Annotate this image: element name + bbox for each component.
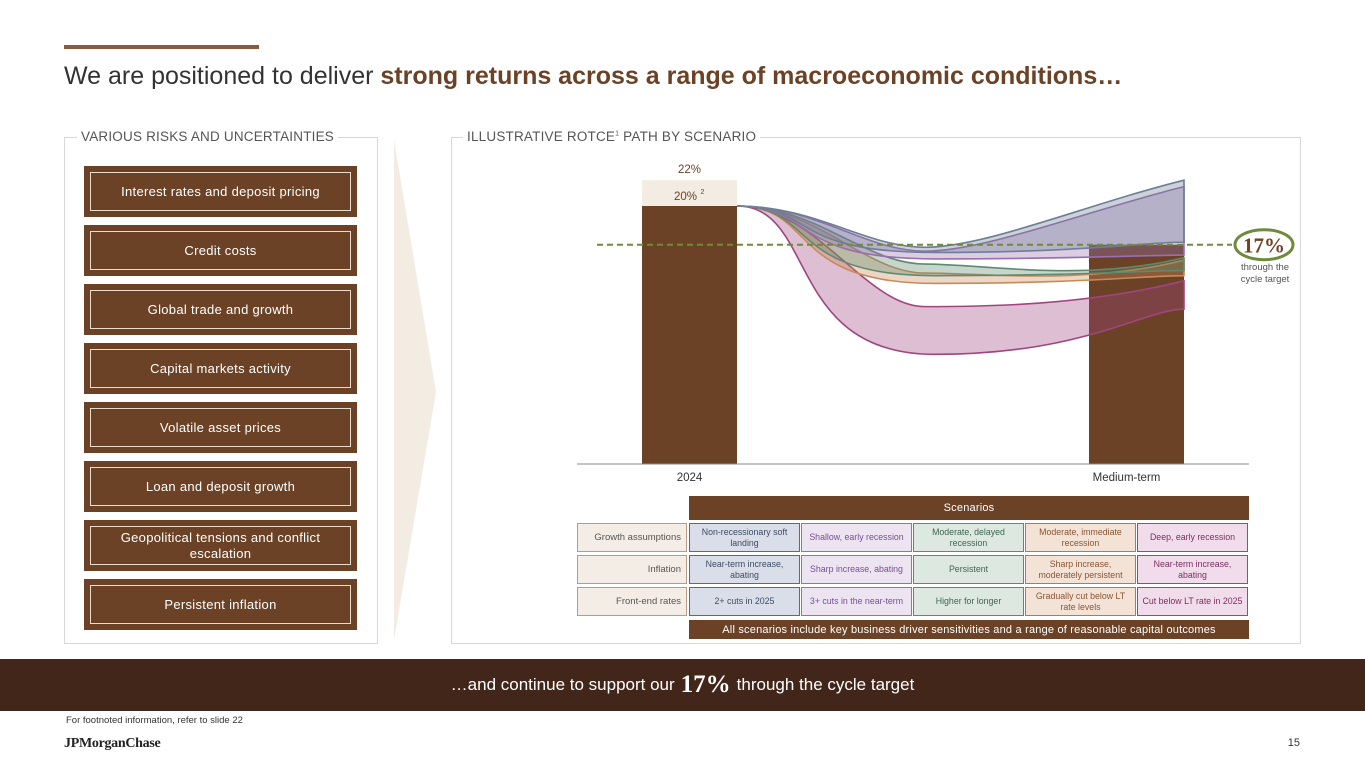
risk-item-label: Geopolitical tensions and conflict escal… <box>90 526 351 565</box>
scenario-cell: 2+ cuts in 2025 <box>689 587 800 616</box>
risk-item-label: Persistent inflation <box>90 585 351 624</box>
risk-item-label: Interest rates and deposit pricing <box>90 172 351 211</box>
risk-item: Interest rates and deposit pricing <box>84 166 357 217</box>
risk-item-label: Capital markets activity <box>90 349 351 388</box>
scenario-row-label: Inflation <box>577 555 687 584</box>
banner-value: 17% <box>680 671 731 698</box>
scenario-band <box>736 179 1185 254</box>
scenario-row-label: Growth assumptions <box>577 523 687 552</box>
title-prefix: We are positioned to deliver <box>64 62 381 90</box>
scenario-band <box>736 205 1185 356</box>
scenario-cell: Shallow, early recession <box>801 523 912 552</box>
bar-2024-label-footnote: 2 <box>701 189 705 196</box>
target-badge <box>1233 228 1295 262</box>
bar-medium-term <box>1089 244 1184 464</box>
risk-item-label: Credit costs <box>90 231 351 270</box>
banner-suffix: through the cycle target <box>736 675 915 694</box>
risk-item: Volatile asset prices <box>84 402 357 453</box>
risk-item: Geopolitical tensions and conflict escal… <box>84 520 357 571</box>
scenario-cell: Near-term increase, abating <box>689 555 800 584</box>
x-tick-label: Medium-term <box>1093 472 1161 484</box>
x-tick-label: 2024 <box>677 472 703 484</box>
footnote: For footnoted information, refer to slid… <box>66 715 243 726</box>
transition-arrow-icon <box>394 140 436 640</box>
rotce-label-footnote: 1 <box>615 130 620 138</box>
jpmorganchase-logo: JPMorganChase <box>64 736 161 751</box>
risk-item: Capital markets activity <box>84 343 357 394</box>
risk-item-label: Global trade and growth <box>90 290 351 329</box>
scenario-row-label: Front-end rates <box>577 587 687 616</box>
scenario-band <box>736 185 1185 260</box>
scenario-cell: Higher for longer <box>913 587 1024 616</box>
bar-2024 <box>642 206 737 464</box>
rotce-panel-label: ILLUSTRATIVE ROTCE1 PATH BY SCENARIO <box>463 129 761 144</box>
title-accent-bar <box>64 45 259 49</box>
risk-item: Credit costs <box>84 225 357 276</box>
banner-prefix: …and continue to support our <box>450 675 675 694</box>
scenario-cell: Gradually cut below LT rate levels <box>1025 587 1136 616</box>
scenario-cell: Moderate, delayed recession <box>913 523 1024 552</box>
risk-item-label: Volatile asset prices <box>90 408 351 447</box>
scenario-cell: Persistent <box>913 555 1024 584</box>
risks-panel-label: VARIOUS RISKS AND UNCERTAINTIES <box>77 129 338 144</box>
risk-item-label: Loan and deposit growth <box>90 467 351 506</box>
scenario-cell: Deep, early recession <box>1137 523 1248 552</box>
scenario-cell: Sharp increase, abating <box>801 555 912 584</box>
scenario-cell: Near-term increase, abating <box>1137 555 1248 584</box>
page-number: 15 <box>1287 737 1300 749</box>
bar-2024-label: 20% <box>674 191 697 203</box>
bar-2024-upper-label: 22% <box>678 164 701 176</box>
scenarios-header: Scenarios <box>689 496 1249 520</box>
scenarios-footer: All scenarios include key business drive… <box>689 620 1249 639</box>
scenario-cell: Cut below LT rate in 2025 <box>1137 587 1248 616</box>
page-title: We are positioned to deliver strong retu… <box>64 62 1122 91</box>
title-emphasis: strong returns across a range of macroec… <box>380 62 1123 90</box>
target-note: through the cycle target <box>1240 262 1290 285</box>
rotce-label-suffix: PATH BY SCENARIO <box>619 129 757 144</box>
risk-item: Persistent inflation <box>84 579 357 630</box>
bottom-banner: …and continue to support our 17% through… <box>0 659 1365 711</box>
risk-item: Loan and deposit growth <box>84 461 357 512</box>
scenario-cell: 3+ cuts in the near-term <box>801 587 912 616</box>
scenario-cell: Sharp increase, moderately persistent <box>1025 555 1136 584</box>
bar-2024-upper-range <box>642 180 737 206</box>
rotce-panel <box>451 137 1301 644</box>
scenario-cell: Non-recessionary soft landing <box>689 523 800 552</box>
risk-item: Global trade and growth <box>84 284 357 335</box>
rotce-label-text: ILLUSTRATIVE ROTCE <box>467 129 616 144</box>
target-value: 17% <box>1243 234 1285 258</box>
scenario-cell: Moderate, immediate recession <box>1025 523 1136 552</box>
